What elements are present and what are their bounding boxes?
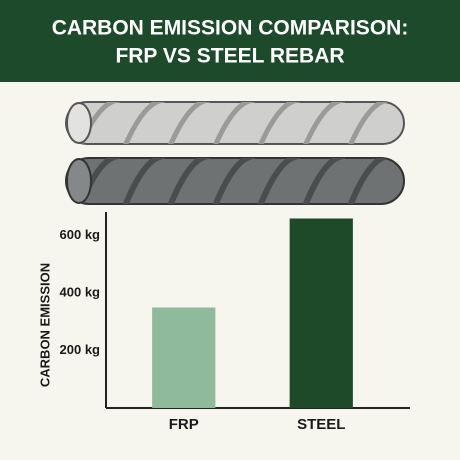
- steel-rebar-illustration: [65, 157, 405, 205]
- header-band: [0, 0, 460, 82]
- chart-title: CARBON EMISSION COMPARISON:: [52, 17, 409, 40]
- chart-title: FRP VS STEEL REBAR: [115, 45, 344, 68]
- y-tick-label: 400 kg: [60, 285, 101, 300]
- y-axis-label: CARBON EMISSION: [37, 263, 52, 387]
- bar: [289, 218, 353, 408]
- y-tick-label: 600 kg: [60, 227, 101, 242]
- frp-rebar-illustration: [65, 101, 405, 145]
- x-tick-label: STEEL: [297, 416, 345, 433]
- y-tick-label: 200 kg: [60, 342, 101, 357]
- x-tick-label: FRP: [169, 416, 199, 433]
- bar: [152, 307, 216, 408]
